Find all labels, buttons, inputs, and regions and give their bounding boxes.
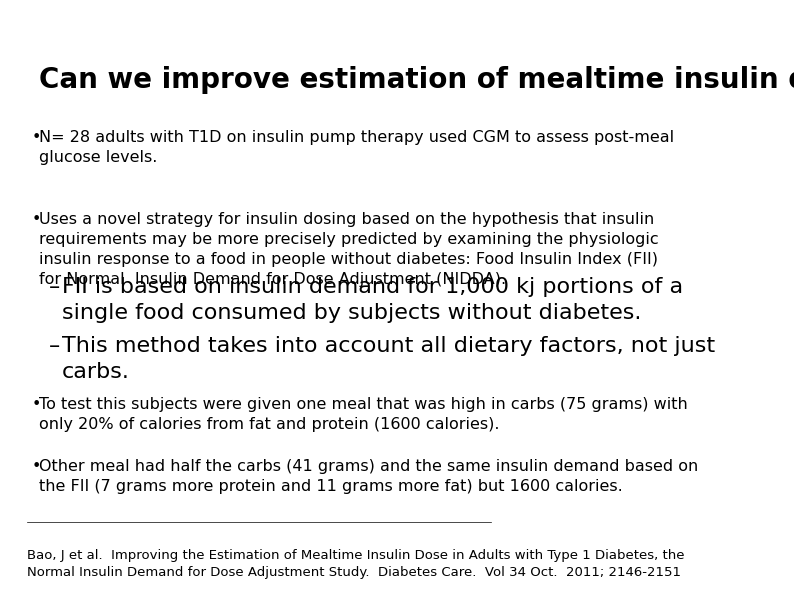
Text: FII is based on insulin demand for 1,000 kj portions of a
single food consumed b: FII is based on insulin demand for 1,000… [62,277,683,323]
Text: N= 28 adults with T1D on insulin pump therapy used CGM to assess post-meal
gluco: N= 28 adults with T1D on insulin pump th… [39,130,674,165]
Text: Bao, J et al.  Improving the Estimation of Mealtime Insulin Dose in Adults with : Bao, J et al. Improving the Estimation o… [27,549,684,578]
Text: •: • [32,397,41,412]
Text: To test this subjects were given one meal that was high in carbs (75 grams) with: To test this subjects were given one mea… [39,397,688,432]
Text: –: – [49,277,60,297]
Text: –: – [49,336,60,356]
Text: •: • [32,130,41,145]
Text: Uses a novel strategy for insulin dosing based on the hypothesis that insulin
re: Uses a novel strategy for insulin dosing… [39,212,659,287]
Text: This method takes into account all dietary factors, not just
carbs.: This method takes into account all dieta… [62,336,715,382]
Text: •: • [32,459,41,474]
Text: Can we improve estimation of mealtime insulin doses?: Can we improve estimation of mealtime in… [39,66,794,94]
Text: •: • [32,212,41,227]
Text: Other meal had half the carbs (41 grams) and the same insulin demand based on
th: Other meal had half the carbs (41 grams)… [39,459,699,494]
